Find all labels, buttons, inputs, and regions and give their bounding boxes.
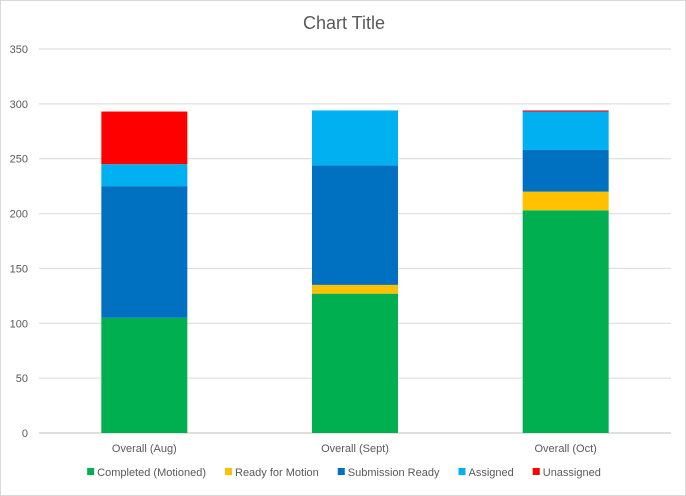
legend-label: Unassigned <box>543 467 601 479</box>
bar-segment <box>312 293 398 433</box>
legend-swatch <box>337 468 345 475</box>
legend-item: Unassigned <box>532 467 601 479</box>
y-tick-label: 350 <box>10 44 28 56</box>
bar-segment <box>522 191 609 211</box>
legend-item: Assigned <box>458 467 514 479</box>
legend: Completed (Motioned) Ready for Motion Subm… <box>87 467 601 479</box>
legend-label: Assigned <box>468 467 513 479</box>
y-tick-label: 200 <box>10 209 28 221</box>
bar-segment <box>522 111 609 150</box>
x-axis-ticks: Overall (Aug) Overall (Sept) Overall (Oct) <box>112 443 597 455</box>
legend-swatch <box>87 468 95 475</box>
y-tick-label: 150 <box>10 263 28 275</box>
y-tick-label: 250 <box>10 154 28 166</box>
bar-segment <box>312 110 398 166</box>
legend-label: Completed (Motioned) <box>97 467 206 479</box>
bar-segment <box>101 111 188 165</box>
y-axis-ticks: 0 50 100 150 200 250 300 350 <box>10 44 28 440</box>
chart-title: Chart Title <box>303 13 385 33</box>
bar-segment <box>312 165 398 285</box>
bar-segment <box>522 110 609 112</box>
y-tick-label: 300 <box>10 99 28 111</box>
x-tick-label: Overall (Oct) <box>534 443 596 455</box>
legend-item: Submission Ready <box>337 467 440 479</box>
bar-segment <box>101 186 188 318</box>
bar-segment <box>522 149 609 192</box>
bar-segment <box>101 317 188 433</box>
legend-label: Submission Ready <box>348 467 440 479</box>
y-tick-label: 50 <box>16 373 28 385</box>
y-tick-label: 100 <box>10 318 28 330</box>
legend-label: Ready for Motion <box>235 467 319 479</box>
x-tick-label: Overall (Aug) <box>112 443 177 455</box>
legend-swatch <box>532 468 540 475</box>
legend-swatch <box>458 468 466 475</box>
bar-segment <box>522 210 609 433</box>
bars <box>101 110 609 433</box>
legend-swatch <box>225 468 232 475</box>
legend-item: Ready for Motion <box>225 467 319 479</box>
x-tick-label: Overall (Sept) <box>321 443 389 455</box>
bar-segment <box>312 284 398 294</box>
bar-segment <box>101 164 188 187</box>
legend-item: Completed (Motioned) <box>87 467 206 479</box>
y-tick-label: 0 <box>22 428 28 440</box>
